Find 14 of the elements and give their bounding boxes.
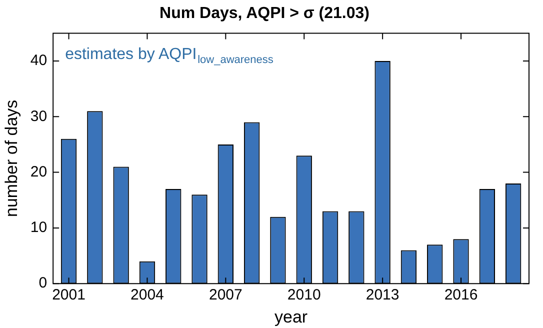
y-tick-label: 20 (30, 163, 48, 180)
x-axis-title: year (274, 307, 308, 326)
x-tick-label: 2001 (52, 286, 86, 304)
x-tick-label: 2007 (208, 286, 242, 304)
y-tick-label: 0 (38, 274, 48, 292)
y-tick-label: 40 (30, 52, 48, 70)
chart-title: Num Days, AQPI > σ (21.03) (160, 5, 370, 22)
y-tick-label: 30 (30, 108, 48, 125)
y-axis-title: number of days (2, 100, 21, 217)
y-tick-label: 10 (30, 219, 48, 236)
x-tick-label: 2004 (130, 286, 164, 304)
x-tick-label: 2016 (444, 286, 478, 304)
x-tick-label: 2013 (366, 286, 400, 304)
x-tick-label: 2010 (287, 286, 321, 304)
